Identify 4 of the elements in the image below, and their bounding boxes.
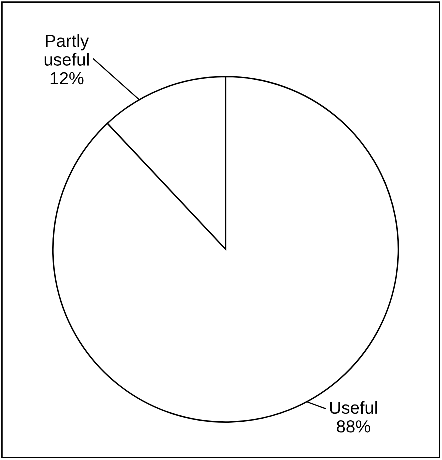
data-label: 88% xyxy=(337,420,370,433)
data-label: 12% xyxy=(50,72,84,85)
slice-label: Useful xyxy=(330,401,378,414)
slice-label: Partly useful xyxy=(44,34,90,66)
